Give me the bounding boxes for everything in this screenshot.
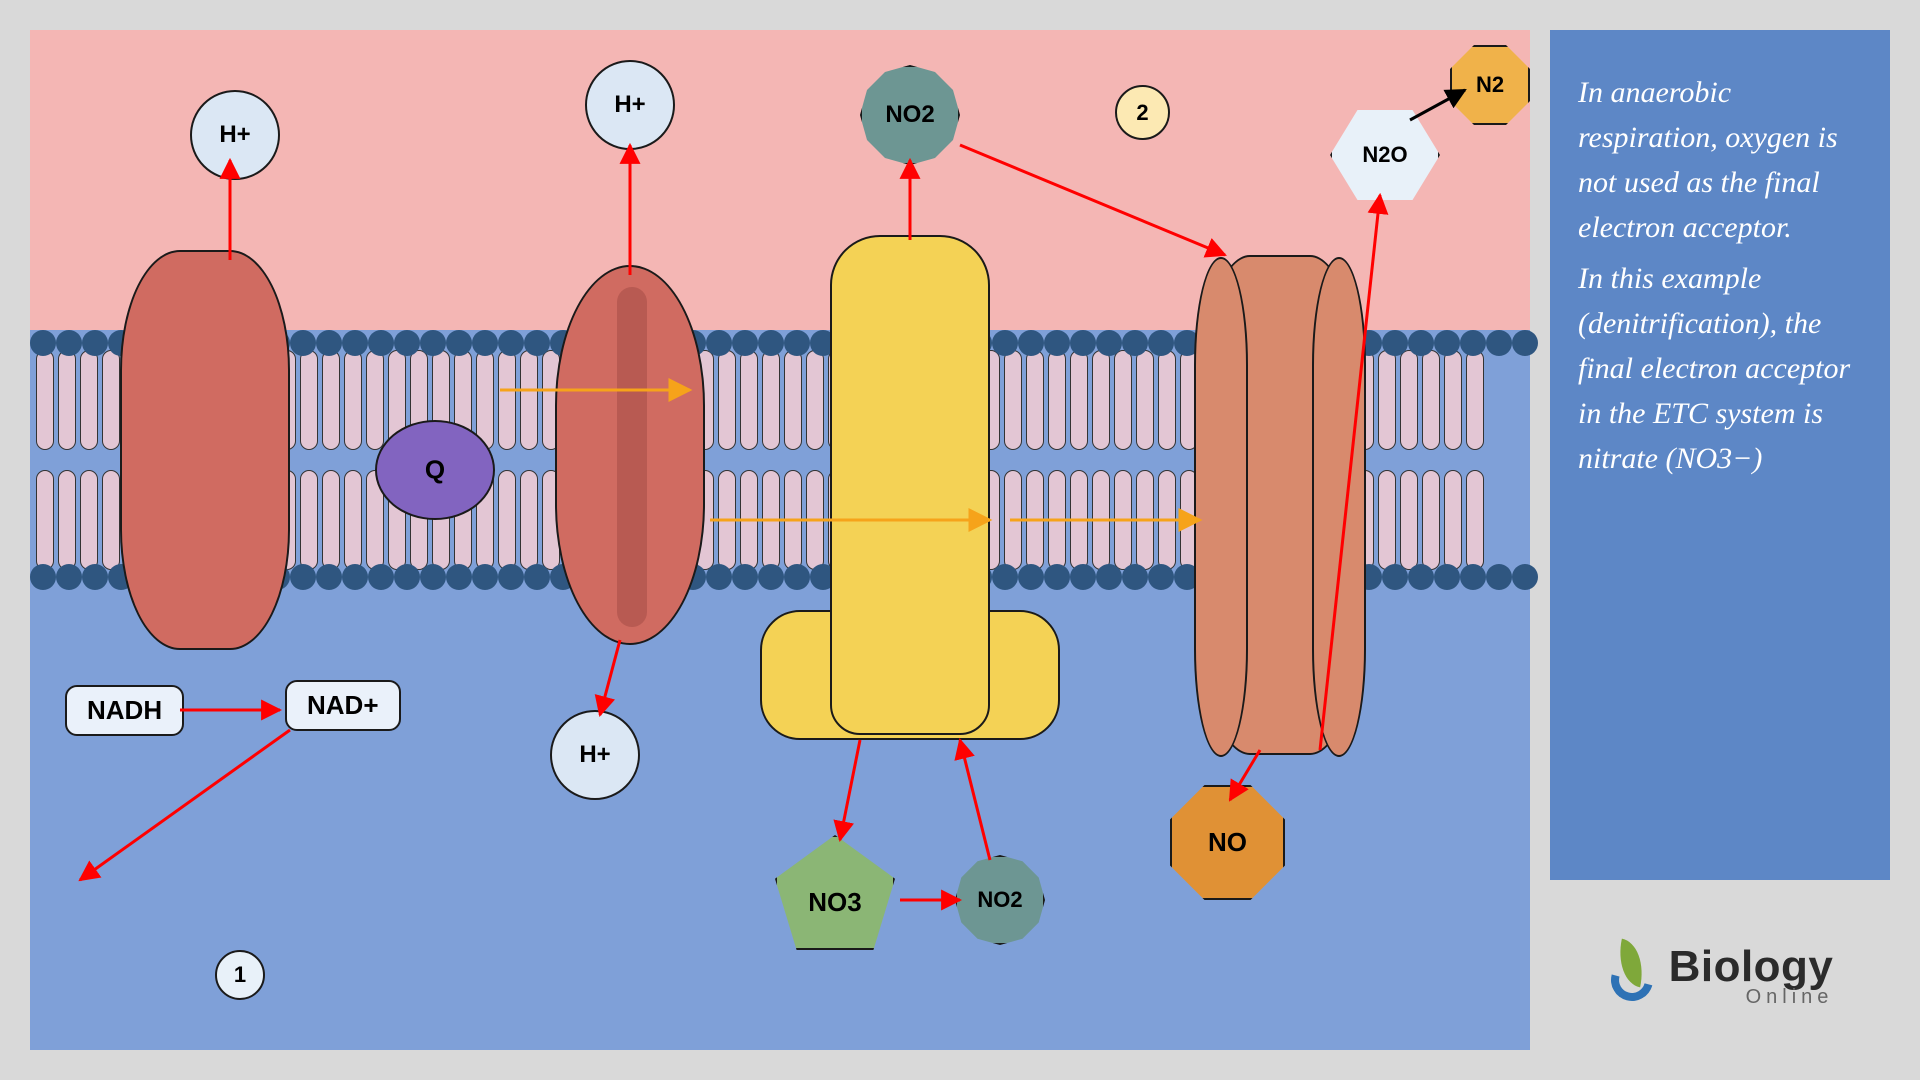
no2-bottom-label: NO2 (977, 887, 1022, 913)
no: NO (1170, 785, 1285, 900)
protein-complex-4 (1200, 255, 1360, 755)
logo-brand: Biology (1669, 942, 1834, 992)
h-plus-1: H+ (190, 90, 280, 180)
protein-complex-2 (555, 265, 705, 645)
nad-plus-box: NAD+ (285, 680, 401, 731)
quinone-q: Q (375, 420, 495, 520)
marker-2: 2 (1115, 85, 1170, 140)
q-label: Q (425, 455, 445, 486)
logo-text: Biology Online (1669, 942, 1834, 1009)
logo: Biology Online (1550, 900, 1890, 1050)
sidebar-paragraph-1: In anaerobic respiration, oxygen is not … (1578, 70, 1862, 250)
no3-label: NO3 (808, 887, 861, 918)
diagram-frame: Q H+ H+ NO2 2 N2O N2 NADH NAD+ H+ NO3 NO… (30, 30, 1530, 1050)
marker-1: 1 (215, 950, 265, 1000)
sidebar-paragraph-2: In this example (denitrification), the f… (1578, 256, 1862, 481)
n2o-label: N2O (1362, 142, 1407, 168)
h-plus-1-label: H+ (219, 121, 250, 149)
logo-icon (1607, 945, 1657, 1005)
n2: N2 (1450, 45, 1530, 125)
no2-top-label: NO2 (885, 101, 934, 129)
explanation-sidebar: In anaerobic respiration, oxygen is not … (1550, 30, 1890, 880)
nadh-label: NADH (87, 695, 162, 726)
h-plus-bottom-label: H+ (579, 741, 610, 769)
h-plus-2-label: H+ (614, 91, 645, 119)
protein-complex-3 (830, 235, 990, 735)
nad-plus-label: NAD+ (307, 690, 379, 721)
nadh-box: NADH (65, 685, 184, 736)
h-plus-bottom: H+ (550, 710, 640, 800)
protein-complex-1 (120, 250, 290, 650)
n2-label: N2 (1476, 72, 1504, 98)
marker-1-label: 1 (234, 962, 246, 988)
no-label: NO (1208, 827, 1247, 858)
marker-2-label: 2 (1136, 100, 1148, 126)
h-plus-2: H+ (585, 60, 675, 150)
